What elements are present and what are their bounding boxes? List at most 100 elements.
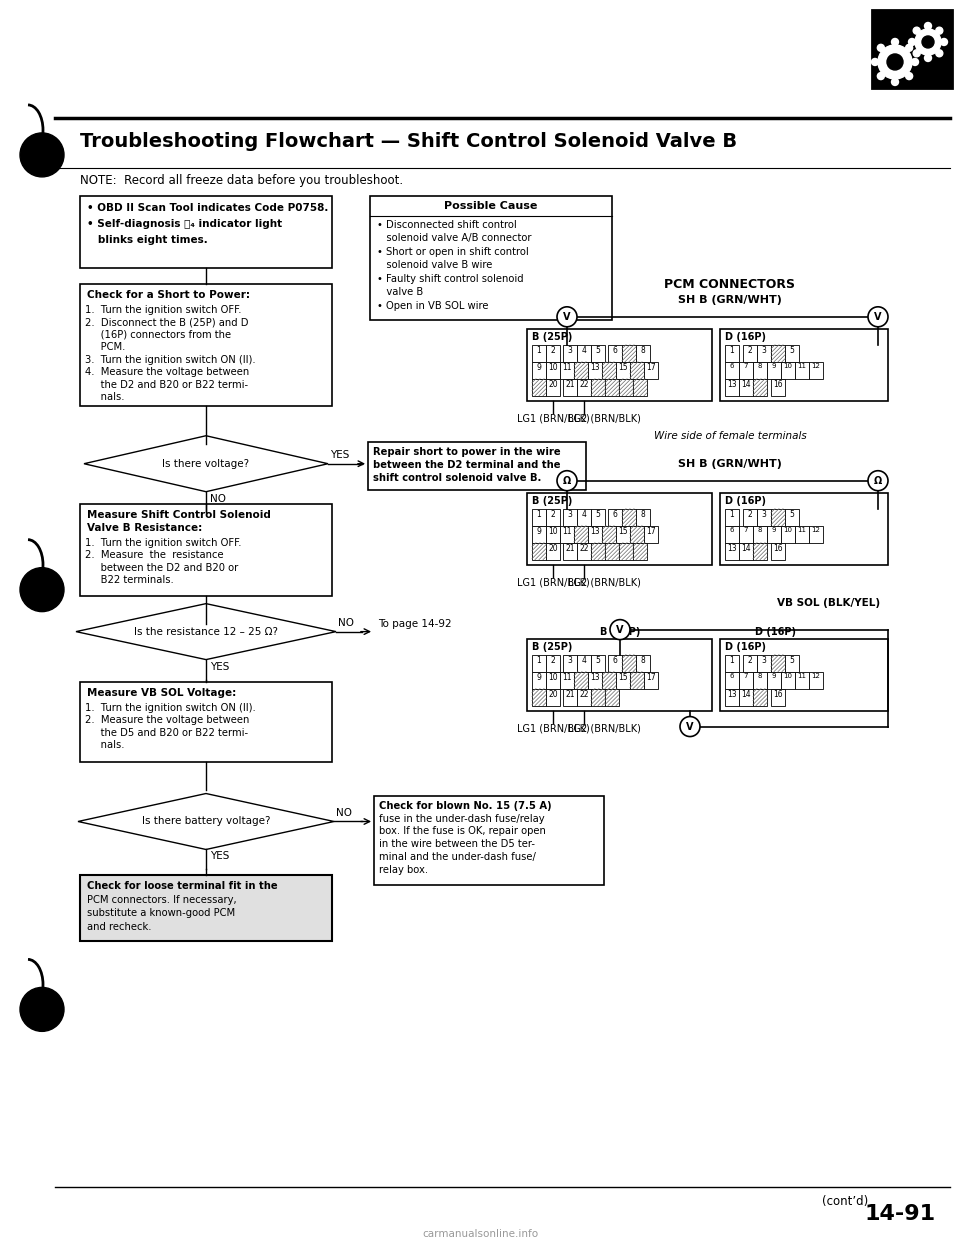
Bar — [757, 345, 771, 361]
Circle shape — [868, 307, 888, 327]
Text: 4.  Measure the voltage between: 4. Measure the voltage between — [85, 368, 250, 378]
Bar — [527, 638, 712, 710]
Text: 9: 9 — [537, 527, 541, 535]
Bar — [577, 543, 591, 560]
Bar — [608, 655, 622, 672]
Text: 4: 4 — [582, 509, 587, 519]
Bar — [577, 345, 591, 361]
Bar — [743, 655, 757, 672]
Text: 1.  Turn the ignition switch OFF.: 1. Turn the ignition switch OFF. — [85, 538, 242, 548]
Text: SH B (GRN/WHT): SH B (GRN/WHT) — [678, 458, 782, 468]
Circle shape — [941, 39, 948, 46]
Text: 12: 12 — [811, 527, 821, 533]
Text: 6: 6 — [730, 673, 734, 678]
Bar — [616, 672, 630, 688]
Text: NOTE:  Record all freeze data before you troubleshoot.: NOTE: Record all freeze data before you … — [80, 174, 403, 186]
Bar — [605, 688, 619, 705]
Text: 14: 14 — [741, 380, 751, 389]
Text: 11: 11 — [798, 527, 806, 533]
Text: 3.  Turn the ignition switch ON (II).: 3. Turn the ignition switch ON (II). — [85, 355, 255, 365]
Circle shape — [913, 27, 921, 35]
Bar — [725, 379, 739, 396]
Text: • Open in VB SOL wire: • Open in VB SOL wire — [377, 301, 489, 310]
Bar — [532, 672, 546, 688]
Text: the D5 and B20 or B22 termi-: the D5 and B20 or B22 termi- — [85, 728, 248, 738]
Text: 9: 9 — [772, 673, 777, 678]
Bar — [644, 525, 658, 543]
Bar — [720, 493, 888, 565]
Circle shape — [680, 717, 700, 737]
Text: 13: 13 — [727, 544, 737, 553]
Bar — [644, 361, 658, 379]
Text: 5: 5 — [595, 656, 600, 664]
Text: 21: 21 — [565, 380, 575, 389]
Bar — [80, 284, 332, 406]
Text: 12: 12 — [811, 673, 821, 678]
Circle shape — [936, 50, 943, 57]
Text: 2: 2 — [748, 509, 753, 519]
Bar — [743, 509, 757, 525]
Bar — [636, 655, 650, 672]
Text: 10: 10 — [548, 363, 558, 371]
Text: Check for a Short to Power:: Check for a Short to Power: — [87, 289, 250, 299]
Bar — [546, 345, 560, 361]
Bar — [527, 493, 712, 565]
Bar — [636, 509, 650, 525]
Circle shape — [557, 307, 577, 327]
Bar — [591, 345, 605, 361]
Bar — [781, 672, 795, 688]
Circle shape — [20, 133, 64, 176]
Text: 10: 10 — [783, 363, 793, 369]
Text: 5: 5 — [595, 509, 600, 519]
Text: 14-91: 14-91 — [864, 1205, 936, 1225]
Bar — [80, 876, 332, 941]
Text: PCM connectors. If necessary,: PCM connectors. If necessary, — [87, 895, 236, 905]
Bar — [546, 655, 560, 672]
Circle shape — [915, 29, 941, 55]
Text: V: V — [616, 625, 624, 635]
Circle shape — [936, 27, 943, 35]
Text: B (25P): B (25P) — [600, 627, 640, 637]
Text: To page 14-92: To page 14-92 — [378, 619, 451, 628]
Text: 11: 11 — [563, 673, 572, 682]
Text: 10: 10 — [783, 673, 793, 678]
Bar — [608, 345, 622, 361]
Bar — [771, 688, 785, 705]
Bar — [767, 361, 781, 379]
Bar — [532, 543, 546, 560]
Text: 17: 17 — [646, 673, 656, 682]
Text: LG1 (BRN/BLK): LG1 (BRN/BLK) — [516, 414, 589, 424]
Bar — [577, 379, 591, 396]
Text: 3: 3 — [761, 656, 766, 664]
Bar — [725, 361, 739, 379]
Bar — [532, 379, 546, 396]
Text: Valve B Resistance:: Valve B Resistance: — [87, 523, 203, 533]
Bar — [767, 525, 781, 543]
Text: D (16P): D (16P) — [755, 627, 796, 637]
Bar — [753, 688, 767, 705]
Text: 2.  Measure the voltage between: 2. Measure the voltage between — [85, 715, 250, 725]
Text: substitute a known-good PCM: substitute a known-good PCM — [87, 908, 235, 918]
Bar — [757, 655, 771, 672]
Bar — [563, 655, 577, 672]
Text: Check for blown No. 15 (7.5 A): Check for blown No. 15 (7.5 A) — [379, 801, 552, 811]
Text: between the D2 and B20 or: between the D2 and B20 or — [85, 563, 238, 573]
Text: D (16P): D (16P) — [725, 642, 766, 652]
Text: 17: 17 — [646, 363, 656, 371]
Bar — [644, 672, 658, 688]
Text: Ω: Ω — [874, 476, 882, 486]
Text: 5: 5 — [595, 345, 600, 355]
Text: fuse in the under-dash fuse/relay: fuse in the under-dash fuse/relay — [379, 814, 544, 823]
Text: valve B: valve B — [377, 287, 423, 297]
Bar — [720, 638, 888, 710]
Text: nals.: nals. — [85, 740, 125, 750]
Text: 1: 1 — [730, 345, 734, 355]
Bar — [757, 509, 771, 525]
Text: YES: YES — [210, 662, 229, 672]
Bar — [605, 379, 619, 396]
Text: Is there voltage?: Is there voltage? — [162, 458, 250, 468]
Text: • Short or open in shift control: • Short or open in shift control — [377, 247, 529, 257]
Text: the D2 and B20 or B22 termi-: the D2 and B20 or B22 termi- — [85, 380, 248, 390]
Text: Ω: Ω — [563, 476, 571, 486]
Bar — [532, 509, 546, 525]
